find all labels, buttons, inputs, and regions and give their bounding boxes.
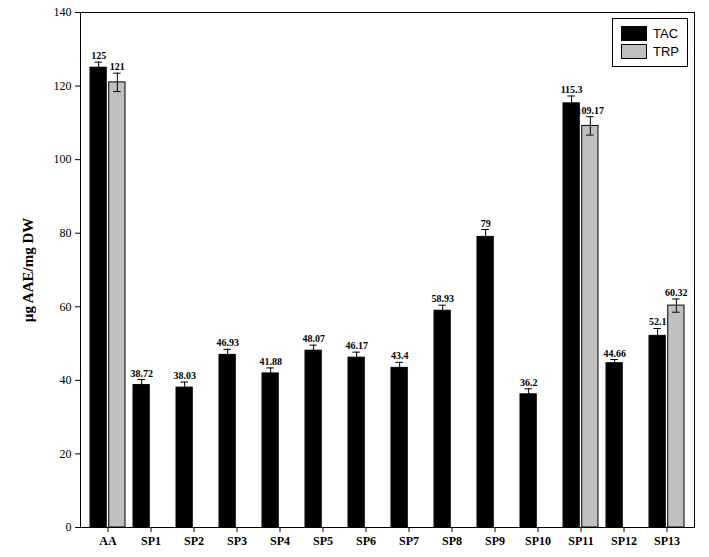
svg-text:109.17: 109.17 — [577, 105, 605, 116]
svg-text:SP7: SP7 — [399, 534, 419, 548]
svg-text:AA: AA — [99, 534, 117, 548]
svg-text:115.3: 115.3 — [561, 84, 583, 95]
svg-text:0: 0 — [66, 520, 72, 534]
svg-text:SP13: SP13 — [654, 534, 680, 548]
svg-text:120: 120 — [54, 79, 72, 93]
svg-text:40: 40 — [60, 373, 72, 387]
svg-text:60.32: 60.32 — [665, 287, 688, 298]
svg-text:100: 100 — [54, 152, 72, 166]
html-text:TRP: TRP — [653, 44, 679, 59]
svg-text:SP10: SP10 — [525, 534, 551, 548]
svg-text:SP3: SP3 — [227, 534, 247, 548]
svg-text:46.93: 46.93 — [216, 337, 239, 348]
svg-text:SP6: SP6 — [356, 534, 376, 548]
svg-text:SP11: SP11 — [568, 534, 593, 548]
svg-text:SP2: SP2 — [184, 534, 204, 548]
svg-text:36.2: 36.2 — [520, 377, 538, 388]
svg-text:125: 125 — [91, 50, 106, 61]
svg-text:SP5: SP5 — [313, 534, 333, 548]
html-text:TAC: TAC — [653, 26, 678, 41]
svg-text:58.93: 58.93 — [431, 293, 454, 304]
svg-text:SP1: SP1 — [141, 534, 161, 548]
svg-text:SP12: SP12 — [611, 534, 637, 548]
svg-text:38.03: 38.03 — [173, 370, 196, 381]
svg-text:121: 121 — [110, 61, 125, 72]
svg-text:SP8: SP8 — [442, 534, 462, 548]
svg-text:46.17: 46.17 — [345, 340, 368, 351]
svg-text:41.88: 41.88 — [259, 356, 282, 367]
svg-text:60: 60 — [60, 300, 72, 314]
svg-text:SP9: SP9 — [485, 534, 505, 548]
svg-text:79: 79 — [481, 218, 491, 229]
svg-text:80: 80 — [60, 226, 72, 240]
svg-text:SP4: SP4 — [270, 534, 290, 548]
svg-text:140: 140 — [54, 5, 72, 19]
svg-text:20: 20 — [60, 447, 72, 461]
svg-text:48.07: 48.07 — [302, 333, 325, 344]
svg-text:43.4: 43.4 — [391, 350, 409, 361]
svg-text:44.66: 44.66 — [603, 348, 626, 359]
svg-text:µg AAE/mg DW: µg AAE/mg DW — [20, 218, 36, 322]
svg-text:52.1: 52.1 — [649, 316, 667, 327]
svg-text:38.72: 38.72 — [130, 368, 153, 379]
